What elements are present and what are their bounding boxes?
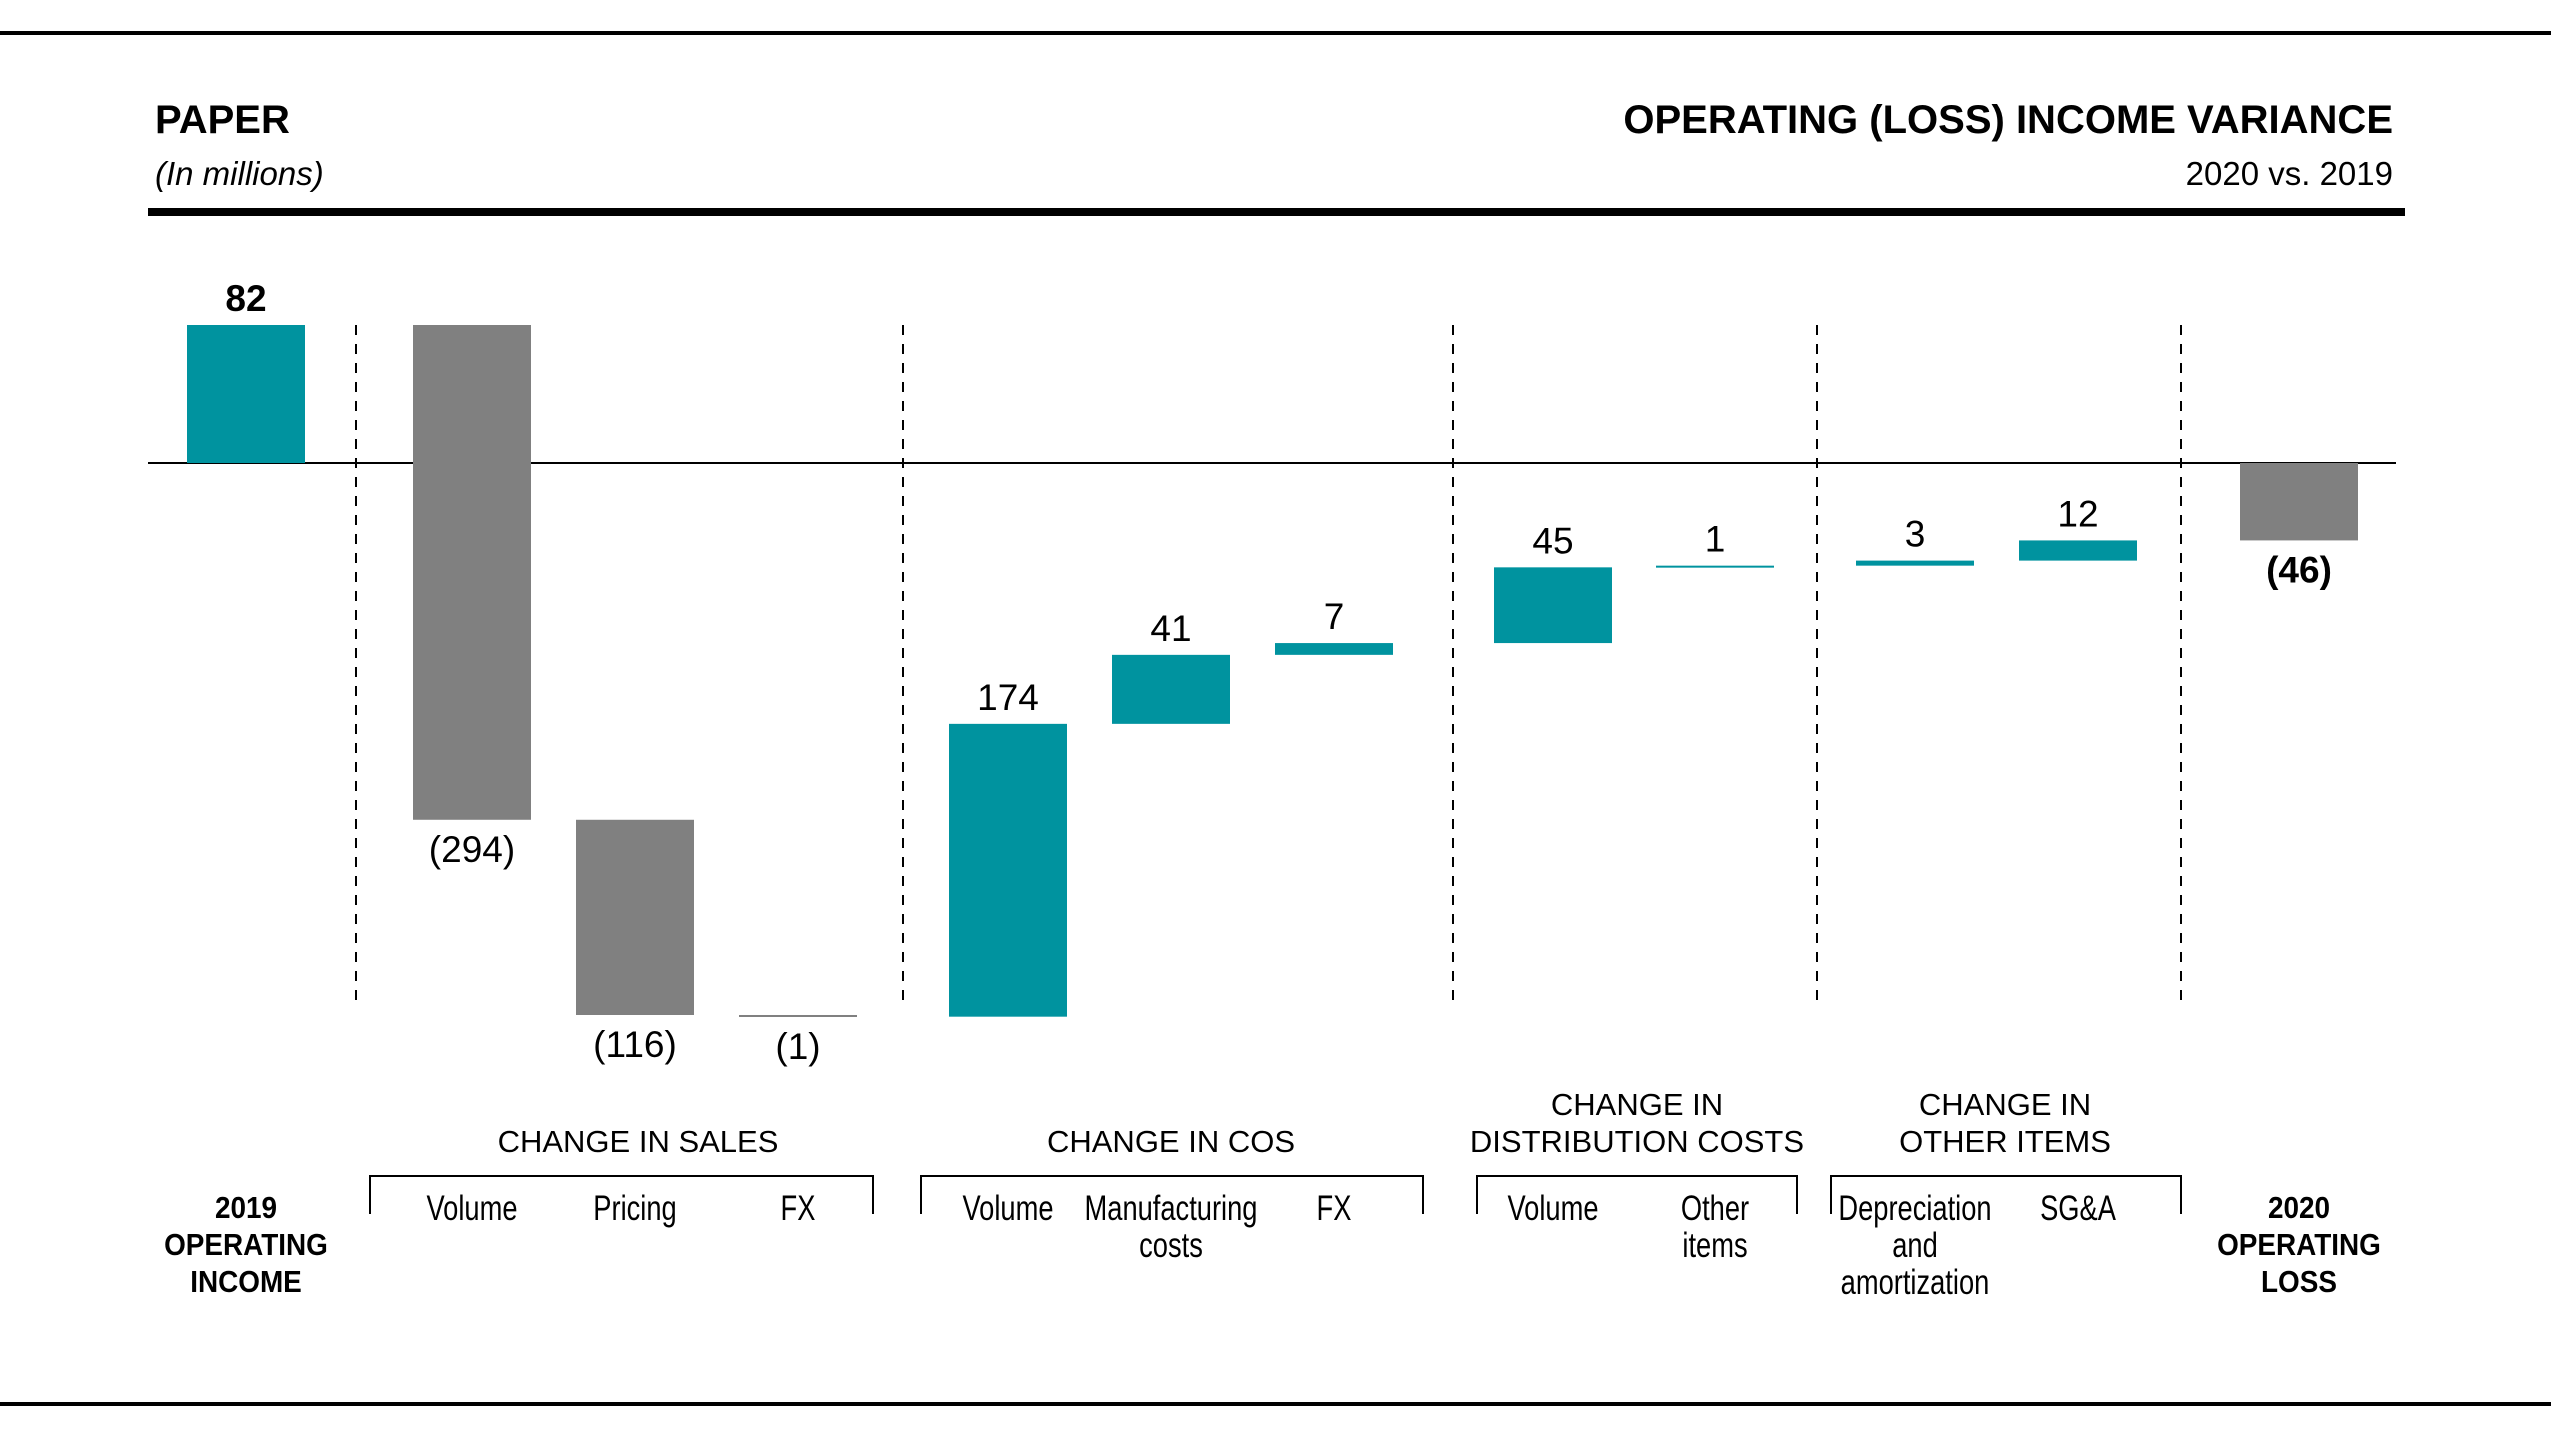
- category-label: Pricing: [593, 1189, 676, 1228]
- bar-1-0: [949, 723, 1067, 1017]
- group-bracket: [369, 1175, 874, 1214]
- data-label: (294): [429, 829, 515, 870]
- group-title: DISTRIBUTION COSTS: [1470, 1124, 1804, 1159]
- start-label: 2019: [215, 1191, 277, 1226]
- bar-0-1: [576, 819, 694, 1015]
- category-label: SG&A: [2040, 1189, 2116, 1228]
- start-label: OPERATING: [164, 1228, 328, 1263]
- bar-2-1: [1656, 565, 1774, 568]
- header-rule: [148, 208, 2405, 216]
- segment-title: PAPER: [155, 98, 290, 142]
- data-label: (116): [593, 1024, 677, 1065]
- bar-end: [2240, 463, 2358, 541]
- data-label: 45: [1532, 520, 1573, 561]
- category-label: Depreciation: [1838, 1189, 1991, 1228]
- group-title: CHANGE IN COS: [1047, 1124, 1295, 1159]
- group-bracket: [1476, 1175, 1798, 1214]
- data-label-start: 82: [225, 278, 266, 319]
- bar-1-1: [1112, 654, 1230, 724]
- category-label: FX: [781, 1189, 816, 1228]
- group-title: CHANGE IN SALES: [498, 1124, 779, 1159]
- category-label: amortization: [1841, 1263, 1990, 1302]
- group-title: CHANGE IN: [1551, 1087, 1723, 1122]
- chart-title: OPERATING (LOSS) INCOME VARIANCE: [1623, 98, 2393, 142]
- category-label: and: [1892, 1226, 1938, 1265]
- category-label: Volume: [962, 1189, 1053, 1228]
- end-label: 2020: [2268, 1191, 2330, 1226]
- units-note: (In millions): [155, 155, 324, 192]
- data-label: 12: [2057, 493, 2098, 534]
- bottom-rule: [0, 1402, 2551, 1406]
- category-label: Other: [1681, 1189, 1749, 1228]
- category-label: items: [1682, 1226, 1747, 1265]
- bar-0-0: [413, 325, 531, 820]
- category-label: Volume: [426, 1189, 517, 1228]
- data-label-end: (46): [2266, 549, 2332, 590]
- data-label: 41: [1150, 608, 1191, 649]
- end-label: OPERATING: [2217, 1228, 2381, 1263]
- chart-subtitle: 2020 vs. 2019: [2185, 155, 2393, 192]
- group-title: CHANGE IN: [1919, 1087, 2091, 1122]
- bar-0-2: [739, 1015, 857, 1017]
- group-bracket: [1830, 1175, 2182, 1214]
- bar-1-2: [1275, 643, 1393, 655]
- bar-3-1: [2019, 540, 2137, 561]
- category-label: FX: [1317, 1189, 1352, 1228]
- end-label: LOSS: [2261, 1265, 2337, 1300]
- top-rule: [0, 31, 2551, 35]
- bar-2-0: [1494, 567, 1612, 644]
- bar-start: [187, 325, 305, 463]
- data-label: 174: [977, 677, 1039, 718]
- start-label: INCOME: [190, 1265, 302, 1300]
- bar-3-0: [1856, 560, 1974, 566]
- category-label: Volume: [1507, 1189, 1598, 1228]
- group-title: OTHER ITEMS: [1899, 1124, 2111, 1159]
- category-label: costs: [1139, 1226, 1203, 1265]
- data-label: (1): [775, 1026, 820, 1067]
- data-label: 1: [1705, 519, 1726, 560]
- data-label: 3: [1905, 514, 1926, 555]
- group-bracket: [920, 1175, 1424, 1214]
- data-label: 7: [1324, 596, 1345, 637]
- category-label: Manufacturing: [1085, 1189, 1258, 1228]
